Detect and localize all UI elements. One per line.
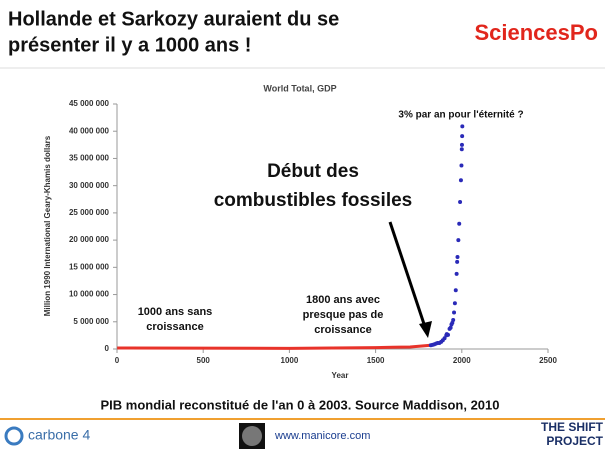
data-line <box>117 343 431 350</box>
y-tick-label: 35 000 000 <box>69 154 110 163</box>
y-axis-label: Million 1990 International Geary-Khamis … <box>43 135 52 316</box>
data-point <box>456 238 461 243</box>
y-tick-label: 10 000 000 <box>69 290 110 299</box>
y-tick-label: 0 <box>105 344 110 353</box>
data-point <box>448 325 453 330</box>
annotation: 1000 ans sans <box>138 306 213 318</box>
earth-icon <box>242 426 262 446</box>
y-tick-label: 15 000 000 <box>69 262 110 271</box>
data-point <box>460 124 465 129</box>
data-point <box>452 310 457 315</box>
annotation: croissance <box>314 324 371 336</box>
x-tick-label: 500 <box>197 356 211 365</box>
carbone-logo <box>4 426 24 446</box>
chart-title: World Total, GDP <box>263 83 336 93</box>
data-point <box>458 200 463 204</box>
annotation: combustibles fossiles <box>214 190 413 211</box>
footer-right: THE SHIFT <box>541 420 604 434</box>
x-tick-label: 0 <box>115 356 120 365</box>
slide-title: Hollande et Sarkozy auraient du se <box>8 8 339 30</box>
footer-left: carbone 4 <box>28 427 90 443</box>
data-point <box>446 332 451 337</box>
data-point <box>459 142 464 147</box>
annotation: presque pas de <box>303 309 384 321</box>
data-point <box>442 336 447 341</box>
annotation: 1800 ans avec <box>306 294 380 306</box>
annotation: 3% par an pour l'éternité ? <box>398 110 523 121</box>
data-point <box>460 134 465 139</box>
y-tick-label: 20 000 000 <box>69 235 110 244</box>
slide-title: présenter il y a 1000 ans ! <box>8 34 251 56</box>
data-point <box>455 259 460 264</box>
y-tick-label: 45 000 000 <box>69 99 110 108</box>
annotation: croissance <box>146 321 203 333</box>
arrow-head <box>419 321 432 338</box>
caption: PIB mondial reconstitué de l'an 0 à 2003… <box>100 397 499 412</box>
y-tick-label: 25 000 000 <box>69 208 110 217</box>
data-point <box>459 147 464 152</box>
footer-right: PROJECT <box>546 434 603 448</box>
footer-center: www.manicore.com <box>274 430 370 442</box>
data-point <box>458 178 463 183</box>
x-tick-label: 1000 <box>281 356 299 365</box>
x-tick-label: 1500 <box>367 356 385 365</box>
data-point <box>451 317 456 322</box>
x-axis-label: Year <box>332 371 349 380</box>
y-tick-label: 5 000 000 <box>73 317 109 326</box>
arrow <box>388 221 428 331</box>
logo: SciencesPo <box>474 20 598 45</box>
annotation: Début des <box>267 161 359 182</box>
data-point <box>455 254 460 259</box>
data-point <box>452 301 457 306</box>
data-point <box>457 221 462 226</box>
x-tick-label: 2000 <box>453 356 471 365</box>
y-tick-label: 40 000 000 <box>69 126 110 135</box>
x-tick-label: 2500 <box>539 356 557 365</box>
data-point <box>459 163 464 168</box>
y-tick-label: 30 000 000 <box>69 181 110 190</box>
data-point <box>453 288 458 293</box>
data-point <box>454 271 459 276</box>
